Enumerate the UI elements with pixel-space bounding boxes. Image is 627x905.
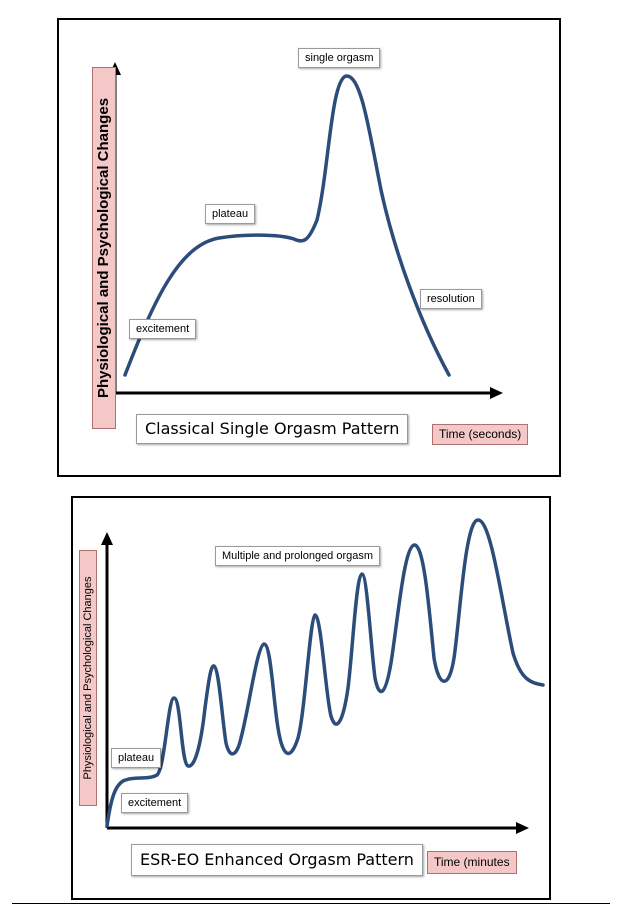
chart-title: Classical Single Orgasm Pattern [136, 414, 409, 444]
label-excitement: excitement [129, 319, 197, 339]
y-axis-label: Physiological and Psychological Changes [79, 550, 97, 806]
enhanced-pattern-diagram [101, 518, 545, 834]
label-single-orgasm: single orgasm [298, 48, 381, 68]
x-axis-arrowhead [516, 822, 529, 834]
response-curve [105, 518, 545, 828]
label-resolution: resolution [420, 289, 482, 309]
x-axis-label: Time (minutes [427, 851, 517, 874]
x-axis-arrowhead [490, 387, 503, 399]
y-axis-label: Physiological and Psychological Changes [92, 67, 116, 429]
label-multiple-prolonged-orgasm: Multiple and prolonged orgasm [215, 546, 381, 566]
label-plateau: plateau [205, 204, 256, 224]
response-curve [123, 74, 451, 377]
classical-pattern-diagram [109, 62, 503, 399]
footer-rule [12, 903, 610, 904]
enhanced-pattern-panel: Physiological and Psychological Changes … [71, 496, 551, 900]
chart-title: ESR-EO Enhanced Orgasm Pattern [131, 844, 423, 876]
classical-pattern-panel: Physiological and Psychological Changes … [57, 18, 561, 477]
label-excitement: excitement [121, 793, 189, 813]
y-axis-arrowhead [101, 532, 113, 545]
x-axis-label: Time (seconds) [432, 424, 529, 445]
label-plateau: plateau [111, 748, 162, 768]
